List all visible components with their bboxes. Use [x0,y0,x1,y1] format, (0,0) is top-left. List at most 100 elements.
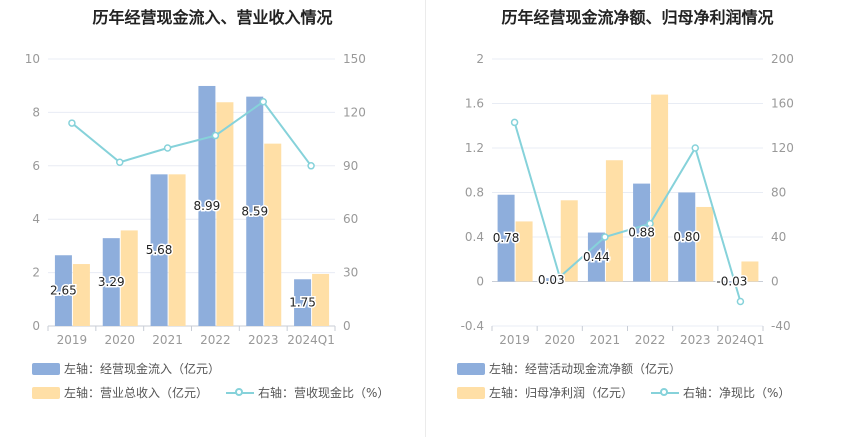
line-point [116,158,124,166]
left-axis-tick-label: 0 [476,275,484,289]
legend-label: 右轴：净现比（%） [683,386,791,400]
legend-item[interactable]: 右轴：营收现金比（%） [226,384,389,401]
bar-data-label: 0.80 [673,230,700,244]
bar-series-2 [120,230,138,326]
x-axis-tick-label: 2021 [152,333,183,347]
line-point [259,97,267,106]
chart-canvas: 0 2 4 6 8 10 0 30 60 90 120 150 2019 2020 2021 2022 2023… [25,52,366,347]
legend-row: 左轴：归母净利润（亿元） 右轴：净现比（%） [457,384,808,401]
bar-series-2 [72,264,90,326]
x-axis-tick-label: 2022 [635,333,666,347]
left-axis-tick-label: 0.8 [465,186,484,200]
line-point [646,219,654,228]
left-axis-tick-label: 0 [32,319,40,333]
bar-series-1 [246,96,264,326]
line-series [71,100,312,167]
line-point [556,273,564,281]
right-axis-tick-label: 120 [343,105,366,119]
bar-data-label: 5.68 [146,243,173,257]
line-point [68,119,76,127]
bar-series-2 [605,160,623,282]
x-axis-tick-label: 2023 [248,333,279,347]
line-point [736,297,745,306]
bar-series-2 [216,102,234,326]
left-axis-tick-label: 1.2 [465,141,484,155]
right-axis-tick-label: 160 [771,97,794,111]
left-axis-tick-label: 4 [32,212,40,226]
legend-item[interactable]: 左轴：经营活动现金流净额（亿元） [457,360,681,377]
line-point [601,233,609,241]
bar-data-label: -0.03 [716,275,747,289]
legend-bar-swatch [457,386,485,399]
panel-divider [425,0,426,437]
legend-bar-swatch [32,386,60,399]
left-axis-tick-label: -0.4 [461,319,484,333]
right-axis-tick-label: 60 [343,212,358,226]
x-axis-tick-label: 2020 [544,333,575,347]
right-axis-tick-label: 40 [771,230,786,244]
bar-data-label: 0.44 [583,250,610,264]
x-axis-tick-label: 2024Q1 [717,333,765,347]
legend-item[interactable]: 左轴：营业总收入（亿元） [32,384,208,401]
bar-series-1 [723,281,741,285]
left-axis-tick-label: 10 [25,52,40,66]
bar-series-2 [264,143,282,326]
line-point [691,144,699,152]
bar-data-label: 0.03 [538,273,565,287]
x-axis-tick-label: 2021 [590,333,621,347]
legend-item[interactable]: 右轴：净现比（%） [651,384,790,401]
bar-data-label: 1.75 [289,296,316,310]
legend-item[interactable]: 左轴：归母净利润（亿元） [457,384,633,401]
bar-data-label: 8.99 [194,199,221,213]
chart-title: 历年经营现金流入、营业收入情况 [92,8,333,27]
line-point [163,144,172,152]
x-axis-tick-label: 2024Q1 [287,333,335,347]
chart-panel-right: 历年经营现金流净额、归母净利润情况 -0.4 0 0.4 0.8 1.2 1.6 2 -40 0… [425,0,850,437]
right-axis-tick-label: 200 [771,52,794,66]
x-axis-tick-label: 2022 [200,333,231,347]
right-axis-tick-label: -40 [771,319,791,333]
bar-data-label: 8.59 [241,204,268,218]
bar-series-2 [651,94,669,282]
legend-bar-swatch [32,362,60,375]
left-axis-tick-label: 1.6 [465,97,484,111]
bar-series-2 [696,206,714,282]
legend-line-swatch [226,387,255,399]
line-series [513,122,742,302]
bar-series-1 [678,192,696,282]
legend-label: 左轴：经营现金流入（亿元） [64,362,221,376]
right-axis-tick-label: 80 [771,186,786,200]
bar-series-1 [54,255,72,326]
right-axis-tick-label: 0 [343,319,351,333]
right-axis-tick-label: 90 [343,159,358,173]
line-point [307,162,315,170]
bar-series-1 [587,232,605,282]
legend-bar-swatch [457,362,485,375]
left-axis-tick-label: 0.4 [465,230,484,244]
x-axis-tick-label: 2019 [57,333,88,347]
bar-series-2 [741,261,759,282]
legend-label: 左轴：归母净利润（亿元） [489,386,634,400]
bar-series-1 [633,183,651,282]
right-axis-tick-label: 0 [771,275,779,289]
legend-label: 左轴：经营活动现金流净额（亿元） [489,362,682,376]
bar-series-1 [150,174,168,326]
line-point [510,118,519,127]
bar-series-2 [560,200,578,282]
bar-series-1 [542,278,560,282]
x-axis-tick-label: 2019 [499,333,530,347]
bar-data-label: 0.88 [628,226,655,240]
bar-data-label: 2.65 [50,284,77,298]
bar-series-1 [102,238,120,326]
right-axis-tick-label: 120 [771,141,794,155]
legend-item[interactable]: 左轴：经营现金流入（亿元） [32,360,220,377]
legend-row: 左轴：营业总收入（亿元） 右轴：营收现金比（%） [32,384,407,401]
chart-title: 历年经营现金流净额、归母净利润情况 [501,8,774,27]
bar-series-1 [497,194,515,282]
legend-label: 左轴：营业总收入（亿元） [64,386,209,400]
bar-data-label: 3.29 [98,275,125,289]
legend-row: 左轴：经营活动现金流净额（亿元） [457,360,699,377]
line-point [211,131,220,140]
legend-line-swatch [651,387,680,399]
x-axis-tick-label: 2023 [680,333,711,347]
